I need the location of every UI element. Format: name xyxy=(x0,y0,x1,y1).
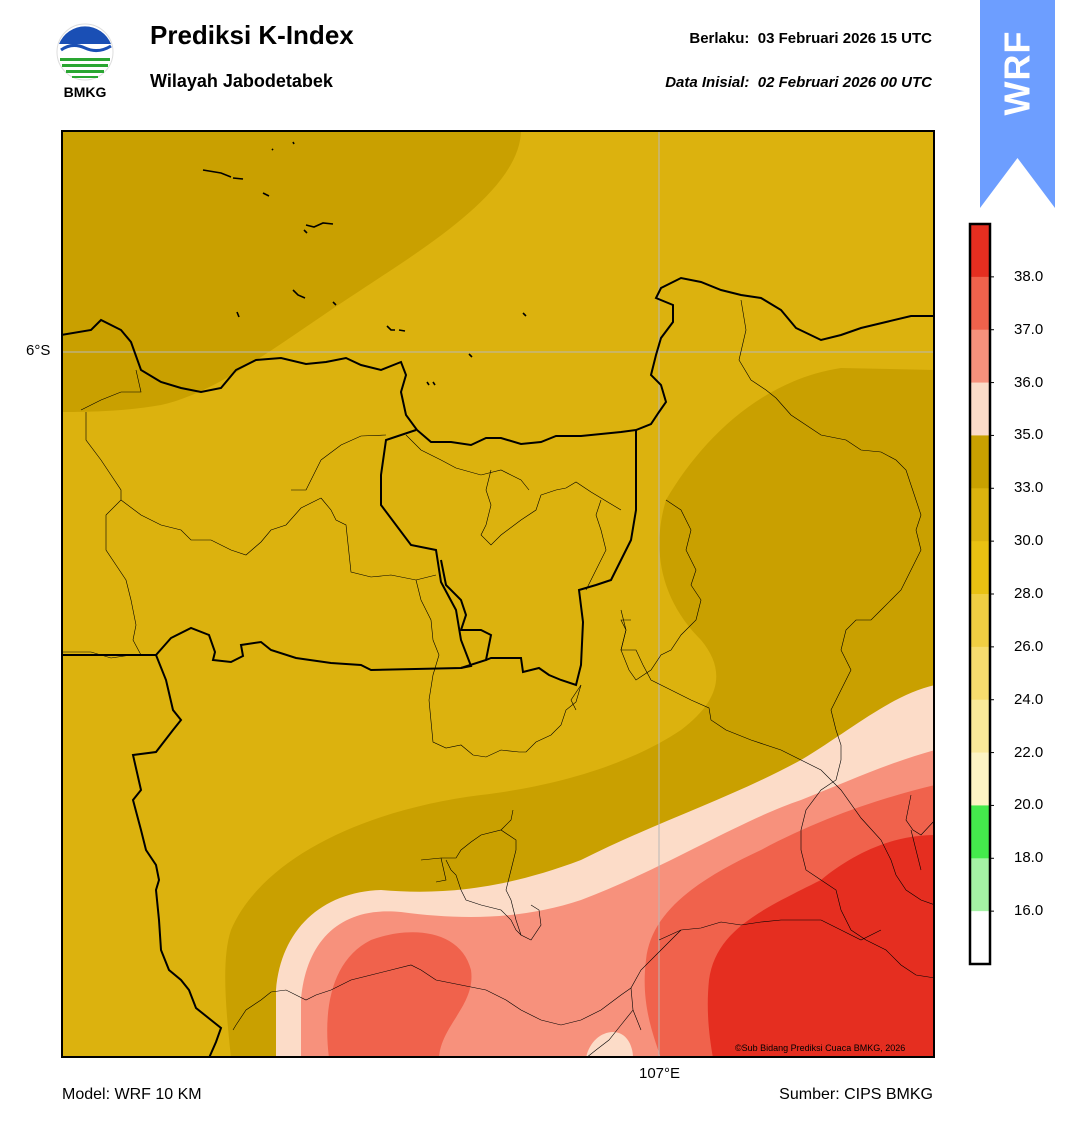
regency-boundaries xyxy=(61,299,935,1058)
colorbar-tick-label: 35.0 xyxy=(1014,426,1044,444)
colorbar-tick-label: 20.0 xyxy=(1014,796,1044,814)
colorbar-segment xyxy=(970,488,990,542)
colorbar-segment xyxy=(970,329,990,384)
init-label: Data Inisial: xyxy=(665,74,750,91)
lon-label: 107°E xyxy=(639,1065,681,1082)
page-title: Prediksi K-Index xyxy=(150,20,354,50)
init-time: Data Inisial: 02 Februari 2026 00 UTC xyxy=(665,74,932,91)
bmkg-logo-icon xyxy=(56,23,114,81)
colorbar-segment xyxy=(970,699,990,754)
fill-coral-west xyxy=(327,932,472,1058)
colorbar-segment xyxy=(970,276,990,331)
colorbar-segment xyxy=(970,382,990,436)
province-boundary-east xyxy=(485,430,637,687)
province-boundary-south xyxy=(131,654,223,1058)
colorbar-segment xyxy=(970,224,990,278)
province-boundary-west xyxy=(61,429,473,672)
colorbar-segment xyxy=(970,858,990,912)
colorbar-tick-label: 22.0 xyxy=(1014,743,1044,761)
colorbar-tick-label: 28.0 xyxy=(1014,585,1044,602)
colorbar-segment xyxy=(970,594,990,648)
wrf-badge xyxy=(980,0,1055,208)
map-frame xyxy=(61,130,935,1058)
k-index-map xyxy=(61,130,935,1058)
wrf-badge-label: WRF xyxy=(996,30,1038,116)
colorbar-tick-label: 24.0 xyxy=(1014,690,1044,708)
colorbar-tick-label: 26.0 xyxy=(1014,637,1044,655)
fill-darker-nw xyxy=(61,130,521,412)
jakarta-boundary-2 xyxy=(440,559,493,669)
colorbar-segment xyxy=(970,435,990,489)
valid-value: 03 Februari 2026 15 UTC xyxy=(757,30,932,47)
source-label: Sumber: CIPS BMKG xyxy=(779,1086,933,1103)
colorbar-tick-label: 38.0 xyxy=(1014,267,1044,285)
model-label: Model: WRF 10 KM xyxy=(62,1086,202,1103)
colorbar-segment xyxy=(970,541,990,595)
colorbar-tick-label: 37.0 xyxy=(1014,320,1044,338)
colorbar-segment xyxy=(970,911,990,965)
init-value: 02 Februari 2026 00 UTC xyxy=(757,74,932,91)
colorbar-tick-label: 36.0 xyxy=(1014,373,1044,391)
islands xyxy=(202,141,527,386)
valid-time: Berlaku: 03 Februari 2026 15 UTC xyxy=(689,30,932,47)
colorbar-tick-label: 16.0 xyxy=(1014,902,1044,920)
colorbar-segment xyxy=(970,752,990,806)
colorbar-segment xyxy=(970,805,990,859)
valid-label: Berlaku: xyxy=(689,30,750,47)
colorbar-tick-label: 18.0 xyxy=(1014,849,1044,867)
logo-text: BMKG xyxy=(63,84,107,100)
fill-peach-spot xyxy=(586,1032,633,1058)
lat-label: 6°S xyxy=(26,342,51,359)
page-subtitle: Wilayah Jabodetabek xyxy=(150,71,333,91)
colorbar-tick-label: 30.0 xyxy=(1014,532,1044,550)
map-credit: ©Sub Bidang Prediksi Cuaca BMKG, 2026 xyxy=(735,1043,906,1053)
colorbar xyxy=(968,222,994,966)
colorbar-segment xyxy=(970,646,990,701)
coastline xyxy=(61,276,935,447)
colorbar-tick-label: 33.0 xyxy=(1014,479,1044,497)
fill-red xyxy=(707,835,935,1058)
